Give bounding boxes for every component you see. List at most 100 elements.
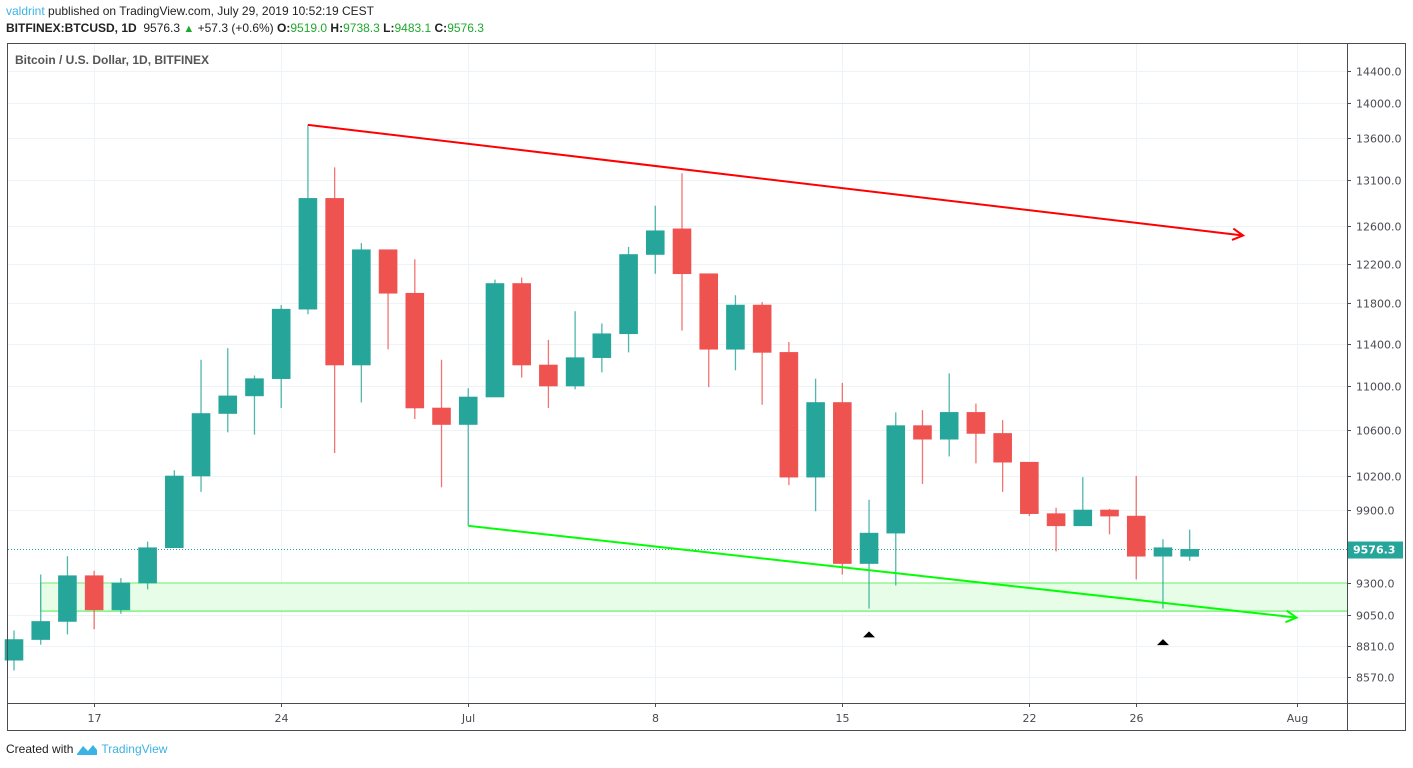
- y-axis-label: 9900.0: [1356, 505, 1395, 518]
- symbol-ohlc-line: BITFINEX:BTCUSD, 1D 9576.3 ▲ +57.3 (+0.6…: [6, 21, 484, 35]
- y-axis-label: 8810.0: [1356, 641, 1395, 654]
- publish-text: published on TradingView.com, July 29, 2…: [44, 4, 375, 18]
- x-axis-label: 24: [275, 712, 289, 725]
- candle-up[interactable]: [138, 547, 157, 584]
- candle-down[interactable]: [913, 425, 932, 440]
- candle-down[interactable]: [325, 198, 344, 366]
- candle-up[interactable]: [352, 249, 371, 366]
- candle-up[interactable]: [645, 230, 665, 255]
- candle-down[interactable]: [1100, 509, 1119, 517]
- candle-down[interactable]: [432, 407, 451, 425]
- candle-up[interactable]: [939, 412, 959, 440]
- y-axis-label: 13100.0: [1356, 175, 1402, 188]
- chart-frame: [7, 43, 1406, 731]
- chart-legend-title: Bitcoin / U.S. Dollar, 1D, BITFINEX: [15, 53, 210, 67]
- price-change: +57.3 (+0.6%): [197, 21, 274, 35]
- support-trendline[interactable]: [468, 524, 1297, 619]
- candle-up[interactable]: [58, 575, 77, 622]
- candle-up[interactable]: [31, 621, 51, 640]
- support-arrow-icon: [1285, 609, 1299, 624]
- y-axis-label: 10200.0: [1356, 471, 1402, 484]
- candle-up[interactable]: [271, 308, 291, 379]
- close-value: 9576.3: [447, 21, 484, 35]
- candle-up[interactable]: [1153, 547, 1173, 557]
- candle-down[interactable]: [779, 352, 799, 478]
- created-with-text: Created with: [6, 742, 74, 756]
- candle-up[interactable]: [1180, 549, 1199, 557]
- author-link[interactable]: valdrint: [6, 4, 45, 18]
- tradingview-logo-icon: [77, 745, 98, 755]
- candle-up[interactable]: [1073, 509, 1093, 527]
- candle-up[interactable]: [245, 378, 264, 397]
- high-label: H:: [330, 21, 344, 35]
- candle-up[interactable]: [619, 254, 638, 335]
- candle-down[interactable]: [1046, 513, 1066, 527]
- candle-up[interactable]: [298, 198, 318, 310]
- candle-up[interactable]: [191, 413, 211, 477]
- candle-up[interactable]: [592, 333, 612, 358]
- candle-up[interactable]: [565, 357, 585, 387]
- candle-down[interactable]: [405, 292, 425, 409]
- candle-down[interactable]: [84, 575, 104, 611]
- x-axis-label: Aug: [1287, 712, 1308, 725]
- candle-down[interactable]: [752, 304, 772, 353]
- candle-up[interactable]: [726, 304, 745, 350]
- candle-down[interactable]: [378, 249, 398, 294]
- low-label: L:: [383, 21, 395, 35]
- y-axis-label: 11400.0: [1356, 339, 1402, 352]
- candle-up[interactable]: [4, 639, 24, 661]
- resistance-arrow-icon: [1231, 227, 1246, 241]
- last-price: 9576.3: [143, 21, 181, 35]
- support-zone: [40, 583, 1348, 612]
- x-axis-label: 26: [1130, 712, 1144, 725]
- candle-down[interactable]: [833, 402, 852, 564]
- y-axis-label: 11800.0: [1356, 298, 1402, 311]
- high-value: 9738.3: [343, 21, 380, 35]
- publish-info: valdrint published on TradingView.com, J…: [6, 4, 374, 18]
- candle-up[interactable]: [859, 532, 879, 564]
- candle-down[interactable]: [512, 283, 531, 366]
- candle-down[interactable]: [1020, 461, 1039, 514]
- candle-up[interactable]: [111, 582, 131, 611]
- candle-down[interactable]: [966, 412, 986, 434]
- candle-down[interactable]: [699, 273, 719, 350]
- open-value: 9519.0: [290, 21, 328, 35]
- candle-up[interactable]: [458, 396, 478, 425]
- y-axis-label: 9300.0: [1356, 578, 1395, 591]
- y-axis-label: 10600.0: [1356, 425, 1402, 438]
- candle-up[interactable]: [165, 475, 184, 549]
- x-axis-label: 17: [88, 712, 102, 725]
- candle-down[interactable]: [1126, 515, 1146, 557]
- candle-down[interactable]: [993, 433, 1012, 463]
- y-axis-label: 11000.0: [1356, 381, 1402, 394]
- current-price-tag: [1348, 541, 1403, 559]
- x-axis-label: Jul: [461, 712, 475, 725]
- candle-up[interactable]: [886, 425, 906, 534]
- low-value: 9483.1: [394, 21, 432, 35]
- y-axis-label: 8570.0: [1356, 672, 1395, 685]
- y-axis-label: 13600.0: [1356, 133, 1402, 146]
- y-axis-label: 12200.0: [1356, 259, 1402, 272]
- x-axis-label: 8: [652, 712, 659, 725]
- triangle-up-marker-icon: [1156, 639, 1169, 646]
- up-triangle-icon: ▲: [183, 23, 195, 35]
- y-axis-label: 14400.0: [1356, 66, 1402, 79]
- triangle-up-marker-icon: [863, 631, 876, 638]
- y-axis-label: 9050.0: [1356, 610, 1395, 623]
- resistance-trendline[interactable]: [307, 123, 1244, 237]
- close-label: C:: [434, 21, 448, 35]
- candle-up[interactable]: [218, 395, 238, 414]
- candle-up[interactable]: [806, 402, 825, 478]
- footer: Created with TradingView: [6, 742, 167, 756]
- candle-down[interactable]: [539, 364, 558, 387]
- candle-up[interactable]: [485, 283, 505, 398]
- tradingview-link[interactable]: TradingView: [101, 742, 168, 756]
- y-axis-label: 14000.0: [1356, 98, 1402, 111]
- candle-down[interactable]: [672, 228, 692, 275]
- current-price-tag-text: 9576.3: [1353, 544, 1395, 557]
- y-axis-label: 12600.0: [1356, 221, 1402, 234]
- x-axis-label: 22: [1023, 712, 1037, 725]
- symbol-label: BITFINEX:BTCUSD, 1D: [6, 21, 137, 35]
- x-axis-label: 15: [836, 712, 850, 725]
